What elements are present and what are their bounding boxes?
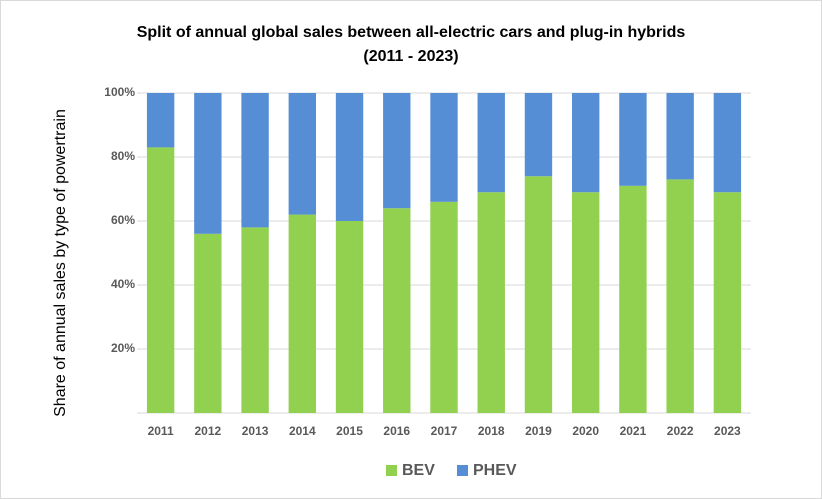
bar-phev-2018 — [477, 93, 505, 193]
x-tick-label-2018: 2018 — [478, 424, 505, 438]
legend: BEV PHEV — [386, 462, 517, 479]
bar-bev-2019 — [524, 176, 553, 413]
bar-bev-2018 — [477, 192, 505, 413]
bar-phev-2014 — [288, 93, 317, 215]
bar-bev-2017 — [430, 201, 458, 413]
bar-phev-2015 — [335, 93, 364, 221]
bar-phev-2012 — [194, 93, 222, 234]
bar-bev-2011 — [146, 147, 175, 413]
legend-swatch-bev — [386, 465, 397, 476]
legend-swatch-phev — [457, 465, 468, 476]
y-tick-label: 80% — [111, 149, 135, 163]
x-tick-label-2022: 2022 — [667, 424, 694, 438]
x-tick-label-2013: 2013 — [242, 424, 269, 438]
bar-bev-2022 — [666, 179, 694, 413]
bar-phev-2016 — [383, 93, 411, 209]
legend-label-bev: BEV — [402, 462, 435, 479]
y-tick-label: 20% — [111, 341, 135, 355]
bar-bev-2014 — [288, 214, 317, 413]
y-axis-label: Share of annual sales by type of powertr… — [52, 109, 69, 417]
x-axis-ticks: 2011 2012 2013 2014 2015 2016 2017 2018 2019 2020… — [148, 424, 741, 438]
x-tick-label-2016: 2016 — [383, 424, 410, 438]
y-tick-label: 40% — [111, 277, 135, 291]
bar-bev-2016 — [383, 208, 411, 413]
bar-phev-2011 — [146, 93, 175, 148]
chart-title-line1: Split of annual global sales between all… — [136, 24, 686, 41]
bar-phev-2022 — [666, 93, 694, 180]
bar-phev-2017 — [430, 93, 458, 202]
bar-phev-2020 — [571, 93, 600, 193]
bar-phev-2019 — [524, 93, 553, 177]
x-tick-label-2017: 2017 — [431, 424, 458, 438]
bar-phev-2023 — [713, 93, 742, 193]
x-tick-label-2012: 2012 — [194, 424, 221, 438]
bar-bev-2015 — [335, 221, 364, 413]
x-tick-label-2020: 2020 — [572, 424, 599, 438]
x-tick-label-2021: 2021 — [620, 424, 647, 438]
bars — [146, 93, 742, 413]
x-tick-label-2011: 2011 — [148, 424, 174, 438]
x-tick-label-2015: 2015 — [336, 424, 363, 438]
bar-bev-2020 — [571, 192, 600, 413]
chart-title-line2: (2011 - 2023) — [363, 48, 459, 65]
bar-bev-2021 — [619, 185, 647, 413]
bar-phev-2021 — [619, 93, 647, 186]
bar-bev-2012 — [194, 233, 222, 413]
y-tick-label: 60% — [111, 213, 135, 227]
bar-phev-2013 — [241, 93, 269, 228]
x-tick-label-2019: 2019 — [525, 424, 552, 438]
y-tick-label: 100% — [104, 85, 135, 99]
legend-label-phev: PHEV — [473, 462, 517, 479]
x-tick-label-2014: 2014 — [289, 424, 316, 438]
bar-bev-2013 — [241, 227, 269, 413]
x-tick-label-2023: 2023 — [714, 424, 741, 438]
bar-bev-2023 — [713, 192, 742, 413]
chart-title: Split of annual global sales between all… — [1, 21, 821, 69]
y-axis-ticks: 20% 40% 60% 80% 100% — [104, 85, 135, 355]
